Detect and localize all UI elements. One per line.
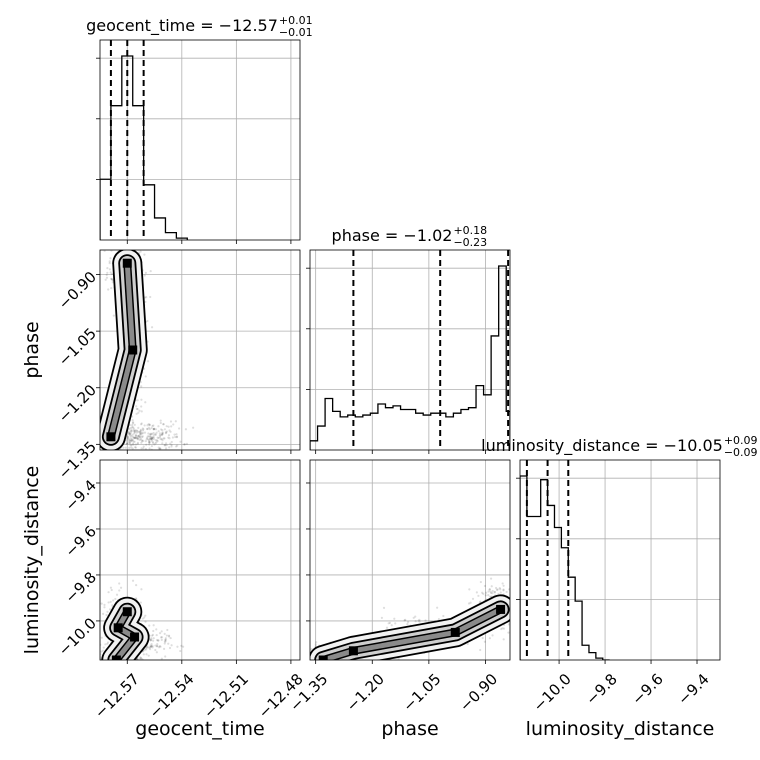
svg-text:luminosity_distance = −10.05: luminosity_distance = −10.05 <box>481 436 723 456</box>
density-peak-density-phase-vs-luminosity_distance-0 <box>496 604 506 614</box>
xlabel-luminosity_distance: luminosity_distance <box>526 718 715 740</box>
ylabel-luminosity_distance: luminosity_distance <box>21 466 43 655</box>
histogram-phase <box>310 250 510 450</box>
histogram-step-phase <box>310 265 510 450</box>
frame-density-geocent_time-vs-luminosity_distance <box>99 459 301 661</box>
xtick-label-phase-3: −0.90 <box>456 670 501 715</box>
title-phase: phase = −1.02 +0.18−0.23 <box>332 224 488 249</box>
density-peak-density-phase-vs-luminosity_distance-3 <box>318 655 328 660</box>
grid-histogram-geocent_time <box>100 40 300 240</box>
xlabel-geocent_time: geocent_time <box>135 718 264 740</box>
svg-text:−0.01: −0.01 <box>279 26 313 39</box>
svg-text:−0.09: −0.09 <box>724 446 758 459</box>
frame-histogram-luminosity_distance <box>519 459 721 661</box>
density-peak-density-geocent_time-vs-luminosity_distance-3 <box>111 655 121 660</box>
histogram-step-luminosity_distance <box>520 475 610 660</box>
density-peak-density-geocent_time-vs-phase-1 <box>128 345 138 355</box>
title-geocent_time: geocent_time = −12.57 +0.01−0.01 <box>86 14 313 39</box>
density-geocent_time-vs-phase <box>100 250 195 450</box>
density-peak-density-geocent_time-vs-luminosity_distance-0 <box>122 607 132 617</box>
ytick-label-luminosity_distance-0: −10.0 <box>55 614 100 659</box>
frame-histogram-geocent_time <box>99 39 301 241</box>
density-phase-vs-luminosity_distance <box>310 577 510 660</box>
svg-text:+0.09: +0.09 <box>724 434 758 447</box>
svg-text:+0.18: +0.18 <box>453 224 487 237</box>
density-peak-density-geocent_time-vs-phase-0 <box>122 258 132 268</box>
ylabel-phase: phase <box>21 321 43 378</box>
histogram-geocent_time <box>100 40 188 240</box>
histogram-luminosity_distance <box>520 460 610 660</box>
ytick-label-phase-0: −1.35 <box>55 438 100 483</box>
xtick-label-luminosity_distance-1: −9.8 <box>582 670 620 708</box>
svg-text:phase = −1.02: phase = −1.02 <box>332 226 453 245</box>
xtick-label-geocent_time-1: −12.54 <box>146 670 198 722</box>
xlabel-phase: phase <box>381 718 438 740</box>
density-peak-density-phase-vs-luminosity_distance-1 <box>450 627 460 637</box>
density-peak-density-geocent_time-vs-phase-2 <box>106 432 116 442</box>
xtick-label-luminosity_distance-3: −9.4 <box>674 670 712 708</box>
ytick-label-phase-1: −1.20 <box>55 381 100 426</box>
xtick-label-phase-1: −1.20 <box>343 670 388 715</box>
density-peak-density-phase-vs-luminosity_distance-2 <box>348 646 358 656</box>
density-peak-density-geocent_time-vs-luminosity_distance-2 <box>130 632 140 642</box>
xtick-label-luminosity_distance-2: −9.6 <box>628 670 666 708</box>
density-geocent_time-vs-luminosity_distance <box>100 579 185 660</box>
xtick-label-geocent_time-0: −12.57 <box>91 670 143 722</box>
frame-density-phase-vs-luminosity_distance <box>309 459 511 661</box>
ytick-label-luminosity_distance-1: −9.8 <box>62 568 100 606</box>
xtick-label-phase-2: −1.05 <box>399 670 444 715</box>
frame-density-geocent_time-vs-phase <box>99 249 301 451</box>
ytick-label-luminosity_distance-2: −9.6 <box>62 522 100 560</box>
xtick-label-geocent_time-2: −12.51 <box>200 670 252 722</box>
title-luminosity_distance: luminosity_distance = −10.05 +0.09−0.09 <box>481 434 757 459</box>
grid-histogram-phase <box>310 250 510 450</box>
svg-text:geocent_time = −12.57: geocent_time = −12.57 <box>86 16 278 36</box>
ytick-label-phase-2: −1.05 <box>55 324 100 369</box>
frame-histogram-phase <box>309 249 511 451</box>
density-peak-density-geocent_time-vs-luminosity_distance-1 <box>113 623 123 633</box>
contour-fill-inner-density-phase-vs-luminosity_distance <box>320 606 504 660</box>
contour-fill-inner-density-geocent_time-vs-phase <box>108 260 136 440</box>
xtick-label-luminosity_distance-0: −10.0 <box>530 670 575 715</box>
grid-histogram-luminosity_distance <box>520 460 720 660</box>
ytick-label-phase-3: −0.90 <box>55 268 100 313</box>
svg-text:+0.01: +0.01 <box>279 14 313 27</box>
svg-text:−0.23: −0.23 <box>453 236 487 249</box>
